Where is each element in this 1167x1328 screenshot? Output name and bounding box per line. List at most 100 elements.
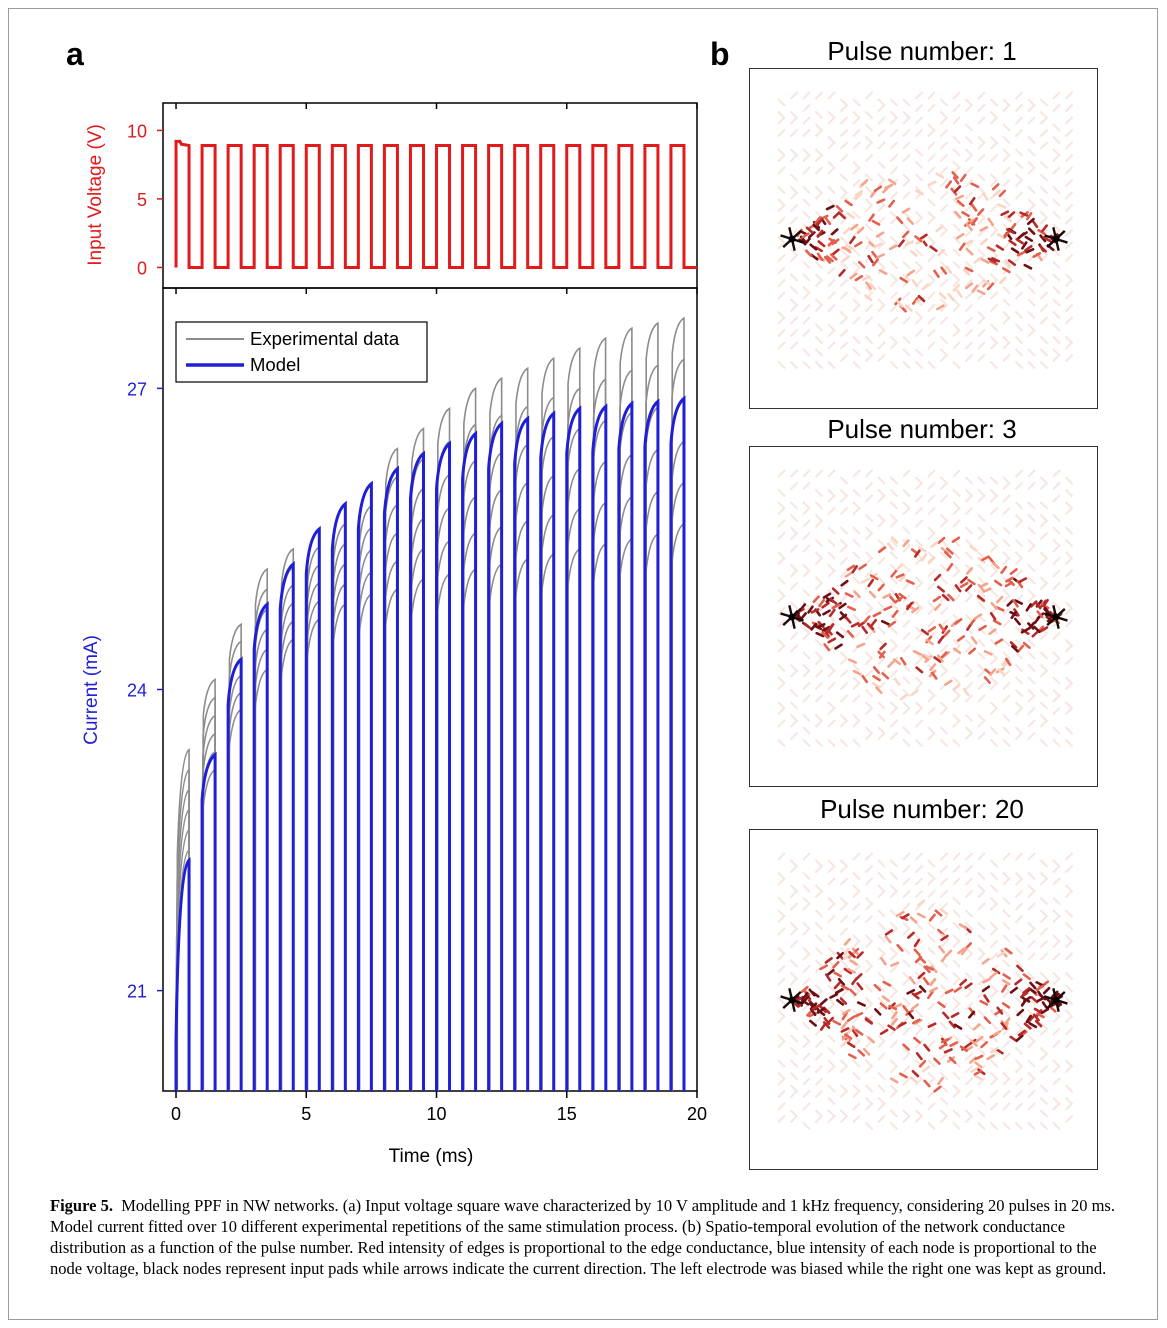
network-edge bbox=[1064, 488, 1074, 498]
network-edge bbox=[1002, 241, 1011, 250]
network-edge bbox=[852, 631, 861, 641]
network-edge bbox=[1027, 622, 1035, 630]
network-edge bbox=[816, 252, 824, 261]
network-edge bbox=[882, 593, 892, 599]
network-edge bbox=[789, 91, 799, 100]
network-edge bbox=[914, 681, 924, 691]
network-edge bbox=[789, 581, 799, 591]
network-edge bbox=[852, 360, 861, 370]
network-edge bbox=[1025, 1014, 1032, 1024]
network-edge bbox=[777, 1102, 786, 1111]
legend-entry-model: Model bbox=[250, 354, 300, 375]
network-edge bbox=[964, 989, 974, 999]
network-edge bbox=[777, 852, 786, 861]
network-edge bbox=[852, 316, 861, 325]
network-edge bbox=[884, 183, 894, 190]
network-edge bbox=[839, 914, 849, 924]
network-edge bbox=[802, 1102, 811, 1111]
network-edge bbox=[1027, 228, 1036, 238]
network-edge bbox=[902, 663, 911, 673]
network-edge bbox=[989, 1089, 999, 1099]
network-edge bbox=[1002, 638, 1011, 648]
network-edge bbox=[846, 629, 855, 638]
network-edge bbox=[889, 303, 899, 313]
network-edge bbox=[877, 1052, 886, 1061]
network-edge bbox=[831, 248, 840, 256]
network-edge bbox=[802, 531, 811, 541]
network-edge bbox=[816, 229, 824, 238]
network-edge bbox=[952, 1002, 961, 1011]
network-edge bbox=[956, 232, 965, 240]
network-edge bbox=[873, 242, 883, 249]
network-edge bbox=[832, 211, 841, 219]
network-edge bbox=[814, 246, 824, 253]
network-edge bbox=[896, 910, 905, 917]
network-edge bbox=[777, 253, 786, 263]
network-edge bbox=[1016, 580, 1024, 589]
network-edge bbox=[852, 335, 861, 345]
network-edge bbox=[810, 608, 820, 614]
network-edge bbox=[789, 959, 799, 968]
input-pad-node bbox=[788, 996, 796, 1004]
network-edge bbox=[887, 620, 896, 628]
network-edge bbox=[1039, 303, 1049, 313]
network-edge bbox=[989, 726, 999, 735]
network-edge bbox=[895, 563, 904, 571]
network-edge bbox=[1014, 934, 1024, 943]
network-edge bbox=[824, 973, 832, 982]
network-edge bbox=[839, 581, 849, 591]
network-edge bbox=[927, 889, 936, 899]
network-edge bbox=[1027, 1039, 1036, 1049]
network-edge bbox=[1064, 1102, 1074, 1111]
network-edge bbox=[822, 1021, 831, 1029]
network-edge bbox=[889, 706, 899, 716]
network-edge bbox=[852, 1102, 861, 1111]
network-edge bbox=[1027, 103, 1036, 113]
network-edge bbox=[989, 638, 999, 648]
network-edge bbox=[1027, 1077, 1036, 1086]
network-edge bbox=[889, 731, 899, 741]
network-edge bbox=[1002, 934, 1011, 943]
network-edge bbox=[902, 1004, 910, 1014]
network-edge bbox=[813, 624, 823, 630]
network-edge bbox=[1027, 135, 1036, 145]
network-edge bbox=[1039, 348, 1049, 357]
network-edge bbox=[1039, 859, 1049, 868]
network-edge bbox=[814, 556, 824, 566]
network-edge bbox=[839, 594, 849, 603]
network-edge bbox=[789, 481, 799, 491]
network-edge bbox=[1014, 178, 1024, 188]
network-edge bbox=[789, 285, 799, 295]
network-edge bbox=[854, 189, 864, 197]
network-edge bbox=[1002, 1009, 1011, 1018]
network-edge bbox=[1027, 1121, 1036, 1131]
network-edge bbox=[967, 578, 976, 586]
network-edge bbox=[1001, 984, 1008, 993]
network-edge bbox=[839, 235, 849, 245]
network-edge bbox=[887, 542, 894, 551]
network-edge bbox=[927, 694, 936, 703]
network-edge bbox=[1052, 601, 1061, 610]
network-edge bbox=[881, 995, 890, 1003]
network-edge bbox=[889, 316, 899, 325]
network-edge bbox=[1002, 1102, 1011, 1111]
network-edge bbox=[914, 864, 924, 874]
network-edge bbox=[789, 701, 799, 710]
network-edge bbox=[889, 1064, 899, 1074]
network-edge bbox=[1002, 1052, 1011, 1061]
network-edge bbox=[937, 248, 946, 257]
network-edge bbox=[952, 91, 961, 100]
network-edge bbox=[1039, 719, 1049, 728]
network-edge bbox=[802, 631, 811, 641]
network-edge bbox=[851, 976, 858, 986]
network-edge bbox=[814, 581, 824, 591]
network-edge bbox=[839, 128, 849, 138]
network-edge bbox=[1027, 1089, 1036, 1099]
network-edge bbox=[839, 613, 848, 621]
network-edge bbox=[861, 275, 871, 282]
network-edge bbox=[1052, 726, 1061, 735]
network-edge bbox=[952, 135, 961, 145]
network-edge bbox=[944, 988, 954, 995]
